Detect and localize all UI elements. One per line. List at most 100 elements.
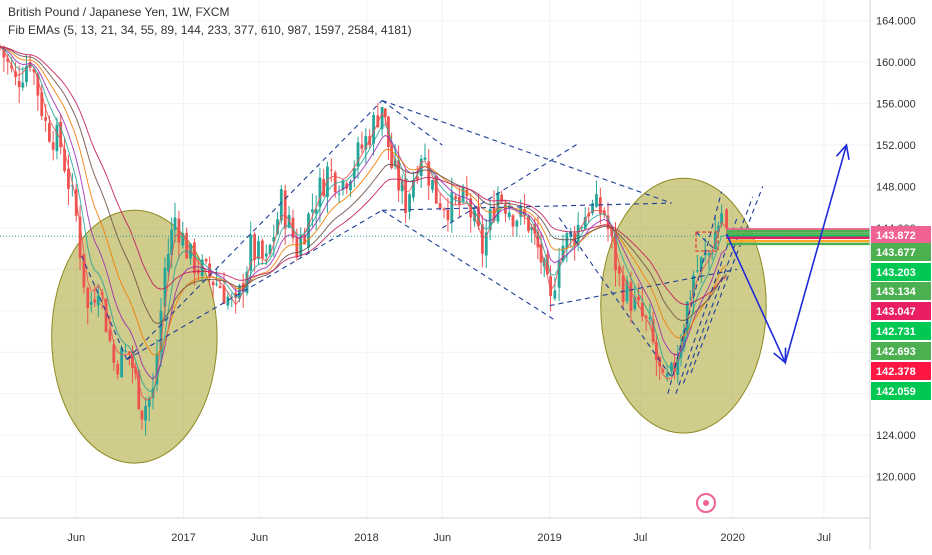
x-tick-label: Jun — [67, 532, 85, 544]
price-badge-label: 143.872 — [876, 230, 916, 242]
candle-body — [496, 192, 500, 222]
candle-body — [450, 192, 454, 222]
candle-body — [360, 144, 364, 149]
candle-body — [279, 189, 283, 221]
channel-line — [549, 268, 738, 307]
candle-body — [226, 296, 230, 306]
candle-body — [576, 224, 580, 246]
price-badge-label: 142.378 — [876, 366, 916, 378]
candle-body — [47, 123, 51, 142]
candle-body — [710, 252, 714, 255]
candle-body — [120, 347, 123, 378]
channel-line — [682, 196, 754, 384]
candle-body — [376, 115, 380, 128]
candle-body — [621, 275, 625, 302]
ema-line — [0, 46, 727, 306]
candle-body — [412, 180, 415, 198]
candle-body — [21, 82, 25, 88]
channel-line — [381, 100, 443, 146]
candle-body — [147, 397, 151, 407]
candle-body — [155, 353, 159, 385]
candle-body — [591, 203, 594, 214]
channel-line — [126, 209, 383, 360]
candle-body — [230, 296, 234, 298]
candle-body — [688, 297, 692, 299]
candle-body — [329, 169, 333, 171]
channel-line — [690, 186, 764, 374]
candle-body — [318, 177, 322, 208]
price-badge-label: 142.059 — [876, 386, 916, 398]
candle-body — [185, 232, 189, 259]
channel-line — [126, 100, 383, 360]
candle-body — [557, 261, 561, 288]
candle-body — [303, 235, 307, 245]
candle-body — [397, 160, 401, 191]
candle-body — [63, 149, 66, 171]
candle-body — [124, 350, 127, 352]
candle-body — [112, 344, 116, 363]
candle-body — [51, 142, 55, 150]
highlight-circle — [51, 209, 218, 464]
candle-body — [93, 299, 97, 303]
candle-body — [446, 209, 450, 221]
candle-body — [404, 178, 408, 213]
candle-body — [257, 241, 260, 260]
candle-body — [527, 215, 530, 232]
candle-body — [32, 69, 36, 73]
candle-body — [264, 253, 268, 257]
price-badge-label: 142.693 — [876, 346, 916, 358]
candle-body — [427, 161, 431, 186]
candle-body — [598, 197, 602, 214]
candle-body — [253, 233, 257, 260]
price-badge — [871, 282, 931, 300]
candle-body — [549, 276, 552, 297]
candle-body — [67, 168, 70, 189]
candle-body — [140, 410, 144, 420]
candle-body — [480, 224, 484, 254]
candle-body — [352, 168, 356, 179]
candle-body — [423, 157, 427, 160]
candle-body — [96, 295, 100, 306]
candle-body — [507, 212, 511, 217]
candle-body — [322, 179, 326, 196]
y-tick-label: 160.000 — [876, 57, 916, 69]
candle-body — [583, 217, 587, 229]
candle-body — [116, 363, 120, 375]
candle-body — [530, 227, 534, 230]
channel-line — [382, 202, 672, 211]
price-badge — [871, 382, 931, 400]
candle-body — [484, 232, 488, 256]
candle-body — [108, 329, 112, 341]
ema-line — [0, 46, 727, 325]
candle-body — [539, 244, 543, 263]
candle-body — [307, 213, 310, 248]
candle-body — [193, 242, 196, 274]
candle-body — [477, 206, 480, 227]
candle-body — [89, 301, 93, 305]
candle-body — [364, 136, 368, 150]
candle-body — [86, 287, 90, 308]
candle-body — [725, 209, 728, 229]
channel-line — [558, 217, 672, 378]
candle-body — [211, 281, 215, 286]
candle-body — [2, 46, 6, 58]
candle-body — [720, 213, 723, 225]
candle-body — [629, 282, 633, 312]
candle-body — [215, 283, 219, 285]
x-tick-label: Jul — [817, 532, 831, 544]
candle-body — [283, 190, 287, 229]
candle-body — [70, 185, 74, 187]
candle-body — [682, 329, 686, 348]
candle-body — [707, 253, 711, 256]
price-badge — [871, 342, 931, 360]
candle-body — [222, 286, 226, 304]
candle-body — [685, 301, 689, 333]
candle-body — [173, 217, 177, 231]
candle-body — [580, 227, 584, 229]
candle-body — [400, 180, 404, 192]
candle-body — [310, 209, 314, 213]
candle-body — [249, 234, 253, 271]
candle-body — [492, 206, 496, 222]
